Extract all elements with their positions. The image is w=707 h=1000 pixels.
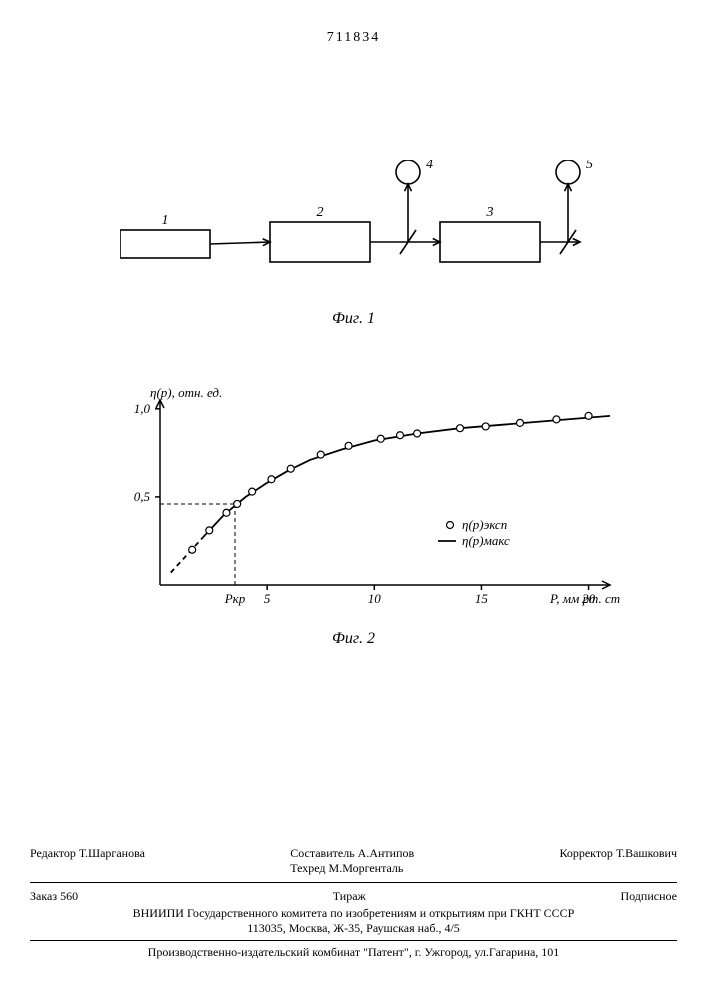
subscription: Подписное <box>620 889 677 904</box>
svg-text:η(p)эксп: η(p)эксп <box>462 517 507 532</box>
order-num: 560 <box>60 889 78 903</box>
page: 711834 12345 Фиг. 1 0,51,05101520Pкрη(p)… <box>0 0 707 1000</box>
svg-text:15: 15 <box>475 591 489 606</box>
tirazh-label: Тираж <box>333 889 366 904</box>
compiler-label: Составитель <box>290 846 354 860</box>
colophon: Редактор Т.Шарганова Составитель А.Антип… <box>30 844 677 960</box>
org2: Производственно-издательский комбинат "П… <box>30 945 677 960</box>
corrector: Корректор Т.Вашкович <box>559 846 677 876</box>
editor-label: Редактор <box>30 846 76 860</box>
svg-text:5: 5 <box>264 591 271 606</box>
svg-text:1,0: 1,0 <box>134 401 151 416</box>
figure-2-chart: 0,51,05101520Pкрη(p), отн. ед.P, мм рт. … <box>100 380 620 630</box>
svg-text:2: 2 <box>317 205 324 220</box>
svg-text:η(p), отн. ед.: η(p), отн. ед. <box>150 385 222 400</box>
svg-text:Pкр: Pкр <box>224 591 246 606</box>
techred-label: Техред <box>290 861 325 875</box>
org1-addr: 113035, Москва, Ж-35, Раушская наб., 4/5 <box>30 921 677 936</box>
svg-text:P, мм рт. ст.: P, мм рт. ст. <box>549 591 620 606</box>
editor: Редактор Т.Шарганова <box>30 846 145 876</box>
credits-row-1: Редактор Т.Шарганова Составитель А.Антип… <box>30 844 677 878</box>
corrector-label: Корректор <box>559 846 613 860</box>
techred-name: М.Моргенталь <box>329 861 404 875</box>
svg-text:5: 5 <box>586 160 593 172</box>
svg-text:4: 4 <box>426 160 433 172</box>
corrector-name: Т.Вашкович <box>616 846 677 860</box>
figure-1-diagram: 1 2 3 4 5 <box>120 160 600 310</box>
order-label: Заказ <box>30 889 57 903</box>
svg-text:1: 1 <box>162 213 169 228</box>
svg-text:10: 10 <box>368 591 382 606</box>
org1: ВНИИПИ Государственного комитета по изоб… <box>30 906 677 921</box>
divider <box>30 940 677 941</box>
svg-text:3: 3 <box>486 205 494 220</box>
figure-1-caption: Фиг. 1 <box>0 310 707 328</box>
divider <box>30 882 677 883</box>
editor-name: Т.Шарганова <box>79 846 145 860</box>
compiler-name: А.Антипов <box>358 846 415 860</box>
svg-text:η(p)макс: η(p)макс <box>462 533 510 548</box>
compiler-techred: Составитель А.Антипов Техред М.Моргентал… <box>290 846 414 876</box>
patent-number: 711834 <box>0 30 707 46</box>
figure-2-caption: Фиг. 2 <box>0 630 707 648</box>
order-row: Заказ 560 Тираж Подписное <box>30 887 677 906</box>
svg-text:0,5: 0,5 <box>134 489 151 504</box>
order: Заказ 560 <box>30 889 78 904</box>
